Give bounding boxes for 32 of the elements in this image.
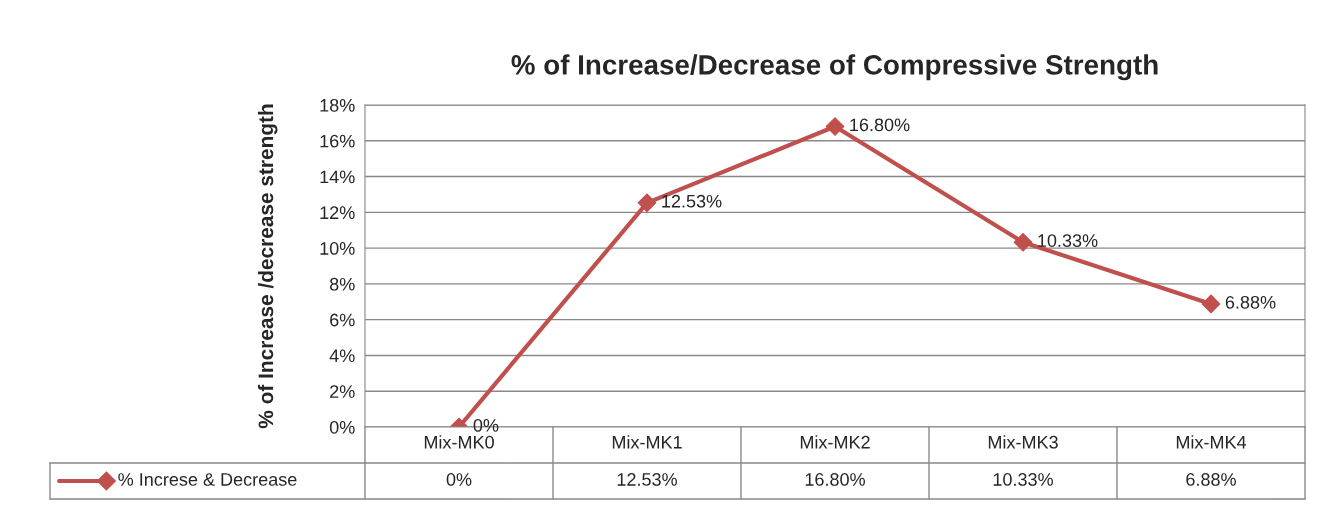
text: 12.53%: [662, 194, 722, 208]
x-tick-label: Mix-MK0: [424, 435, 494, 449]
chart-title: % of Increase/Decrease of Compressive Strength: [511, 54, 1158, 81]
y-tick-label: 10%: [320, 242, 355, 255]
text: 0%: [473, 418, 499, 432]
data-label: 0%: [446, 473, 472, 486]
point: [825, 117, 845, 136]
x-tick-label: Mix-MK2: [800, 435, 870, 449]
point: [1201, 294, 1221, 314]
point: [1013, 232, 1033, 252]
y-tick-label: 12%: [320, 206, 355, 219]
y-tick-label: 18%: [320, 98, 355, 112]
y-tick-label: 4%: [329, 349, 355, 363]
legend-label: % Increse & Decrease: [118, 473, 297, 486]
y-tick-label: 2%: [330, 385, 355, 398]
y-tick-label: 16%: [320, 134, 355, 148]
text: 6.88%: [1225, 295, 1276, 309]
y-tick-label: 14%: [320, 170, 355, 184]
data-label: 12.53%: [617, 473, 677, 486]
data-label: 10.33%: [993, 473, 1053, 486]
y-tick-label: 8%: [329, 277, 355, 291]
data-label: 6.88%: [1186, 473, 1236, 486]
point: [637, 193, 657, 213]
data-label: 16.80%: [805, 473, 865, 486]
y-tick-label: 6%: [330, 313, 355, 327]
x-tick-label: Mix-MK4: [1176, 435, 1247, 449]
text: 16.80%: [850, 118, 910, 132]
x-tick-label: Mix-MK3: [988, 435, 1058, 449]
text: 10.33%: [1038, 234, 1098, 247]
y-tick-label: 0%: [329, 420, 355, 434]
y-axis-title: % of Increase /decrease strength: [257, 104, 278, 429]
x-tick-label: Mix-MK1: [612, 435, 682, 449]
